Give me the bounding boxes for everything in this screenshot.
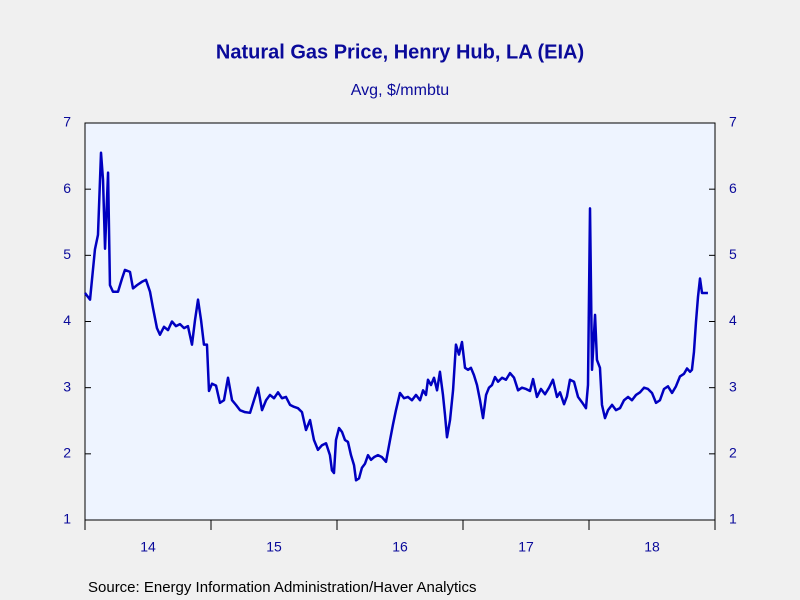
y-tick-label: 1	[63, 511, 71, 527]
x-tick-label: 17	[518, 539, 534, 555]
y2-tick-label: 1	[729, 511, 737, 527]
x-tick-label: 18	[644, 539, 660, 555]
y-tick-label: 6	[63, 180, 71, 196]
chart-title: Natural Gas Price, Henry Hub, LA (EIA)	[216, 41, 584, 63]
y2-tick-label: 2	[729, 445, 737, 461]
y-tick-label: 3	[63, 378, 71, 394]
y2-tick-label: 4	[729, 312, 737, 328]
y2-tick-label: 5	[729, 246, 737, 262]
x-tick-label: 15	[266, 539, 282, 555]
x-tick-label: 16	[392, 539, 408, 555]
y-tick-label: 4	[63, 312, 71, 328]
x-tick-label: 14	[140, 539, 156, 555]
price-line	[84, 151, 708, 482]
chart-subtitle: Avg, $/mmbtu	[351, 82, 449, 99]
y-tick-label: 2	[63, 445, 71, 461]
y2-tick-label: 7	[729, 114, 737, 130]
y-tick-label: 7	[63, 114, 71, 130]
y2-tick-label: 3	[729, 378, 737, 394]
y2-tick-label: 6	[729, 180, 737, 196]
source: Source: Energy Information Administratio…	[88, 579, 477, 596]
plot-area	[84, 122, 716, 521]
y-tick-label: 5	[63, 246, 71, 262]
